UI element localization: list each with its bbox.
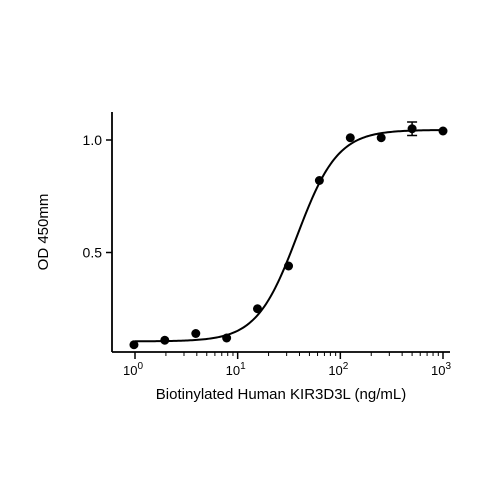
axes	[111, 112, 450, 353]
x-axis-label: Biotinylated Human KIR3D3L (ng/mL)	[156, 386, 406, 403]
data-point	[160, 335, 170, 345]
x-ticks: 100 101 102 103	[123, 352, 451, 378]
data-point	[376, 133, 386, 143]
data-point	[129, 340, 139, 350]
y-ticks: 0.5 1.0	[83, 132, 112, 261]
x-tick-label: 102	[328, 361, 348, 378]
data-point	[407, 124, 417, 134]
data-point	[345, 133, 355, 143]
x-tick-label: 103	[431, 361, 451, 378]
data-point	[222, 333, 232, 343]
x-tick-exponent: 1	[240, 361, 246, 372]
y-tick-label: 1.0	[83, 132, 103, 148]
x-tick-base: 10	[226, 363, 240, 378]
x-tick-exponent: 2	[343, 361, 349, 372]
x-tick-label: 101	[226, 361, 246, 378]
x-tick-base: 10	[123, 363, 137, 378]
y-axis-label: OD 450mm	[35, 194, 52, 271]
data-point	[191, 329, 201, 338]
x-tick-base: 10	[431, 363, 445, 378]
data-point	[438, 126, 448, 136]
x-tick-exponent: 3	[445, 361, 451, 372]
data-point	[314, 176, 324, 185]
data-points	[129, 121, 448, 350]
y-tick-label: 0.5	[83, 245, 103, 261]
x-tick-base: 10	[328, 363, 342, 378]
x-tick-label: 100	[123, 361, 143, 378]
data-point	[284, 261, 294, 271]
fit-curve	[135, 129, 444, 343]
x-tick-exponent: 0	[137, 361, 143, 372]
data-point	[252, 304, 262, 314]
